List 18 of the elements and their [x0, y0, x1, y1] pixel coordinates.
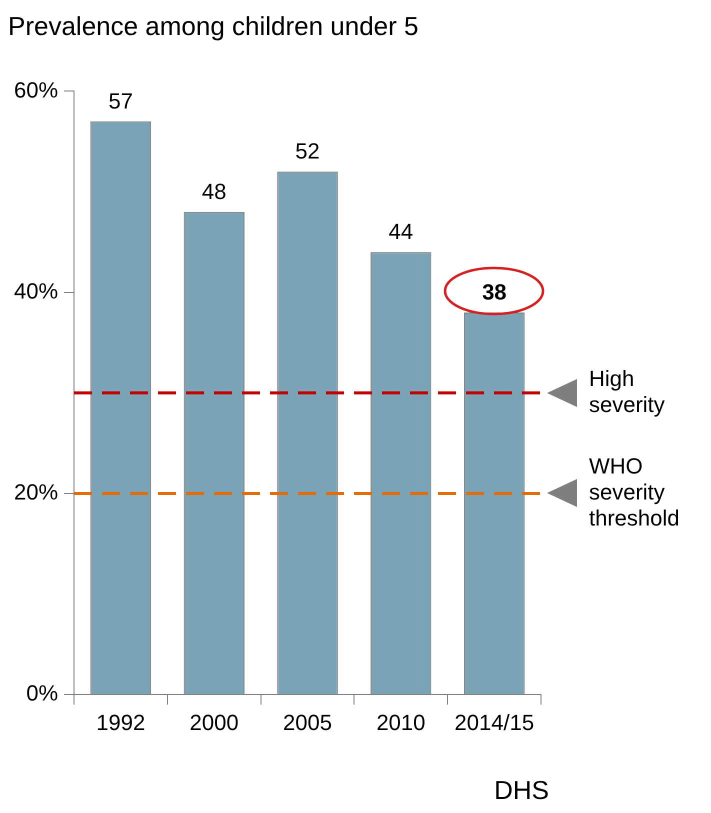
- x-tick-label: 2010: [376, 710, 426, 735]
- data-label: 44: [388, 219, 414, 244]
- data-label: 52: [295, 138, 320, 164]
- x-tick-label: 2000: [190, 710, 239, 735]
- y-tick-label: 0%: [26, 680, 58, 706]
- data-label: 38: [482, 280, 507, 305]
- ref-line-label: High severity: [589, 366, 665, 417]
- x-tick-label: 2014/15: [454, 710, 534, 735]
- x-tick-label: 2005: [283, 710, 332, 735]
- x-tick-label: 1992: [96, 710, 146, 735]
- chart-title: Prevalence among children under 5: [8, 10, 418, 41]
- y-tick-label: 20%: [14, 480, 58, 505]
- text: DHS: [494, 775, 549, 805]
- y-tick-label: 60%: [14, 77, 58, 102]
- data-label: 57: [108, 88, 133, 114]
- data-label: 48: [202, 178, 226, 204]
- y-tick-label: 40%: [14, 278, 58, 304]
- ref-line-label: WHO severity threshold: [589, 454, 680, 531]
